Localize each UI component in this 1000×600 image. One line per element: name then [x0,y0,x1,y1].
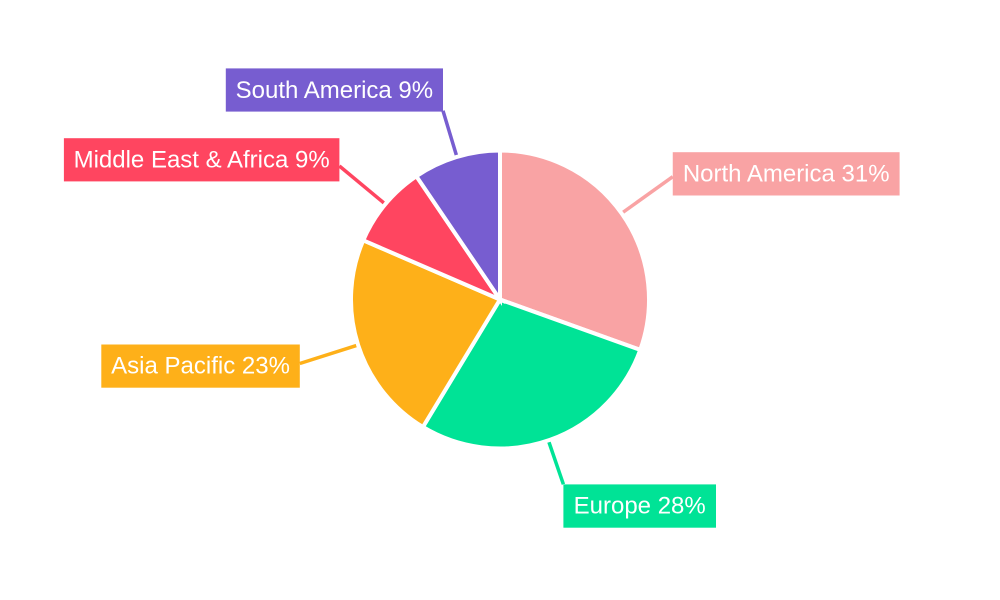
svg-text:South America 9%: South America 9% [236,77,433,104]
svg-text:Europe 28%: Europe 28% [574,493,706,520]
svg-text:Middle East & Africa 9%: Middle East & Africa 9% [74,146,330,173]
svg-text:Asia Pacific 23%: Asia Pacific 23% [111,352,290,379]
svg-text:North America 31%: North America 31% [683,161,890,188]
